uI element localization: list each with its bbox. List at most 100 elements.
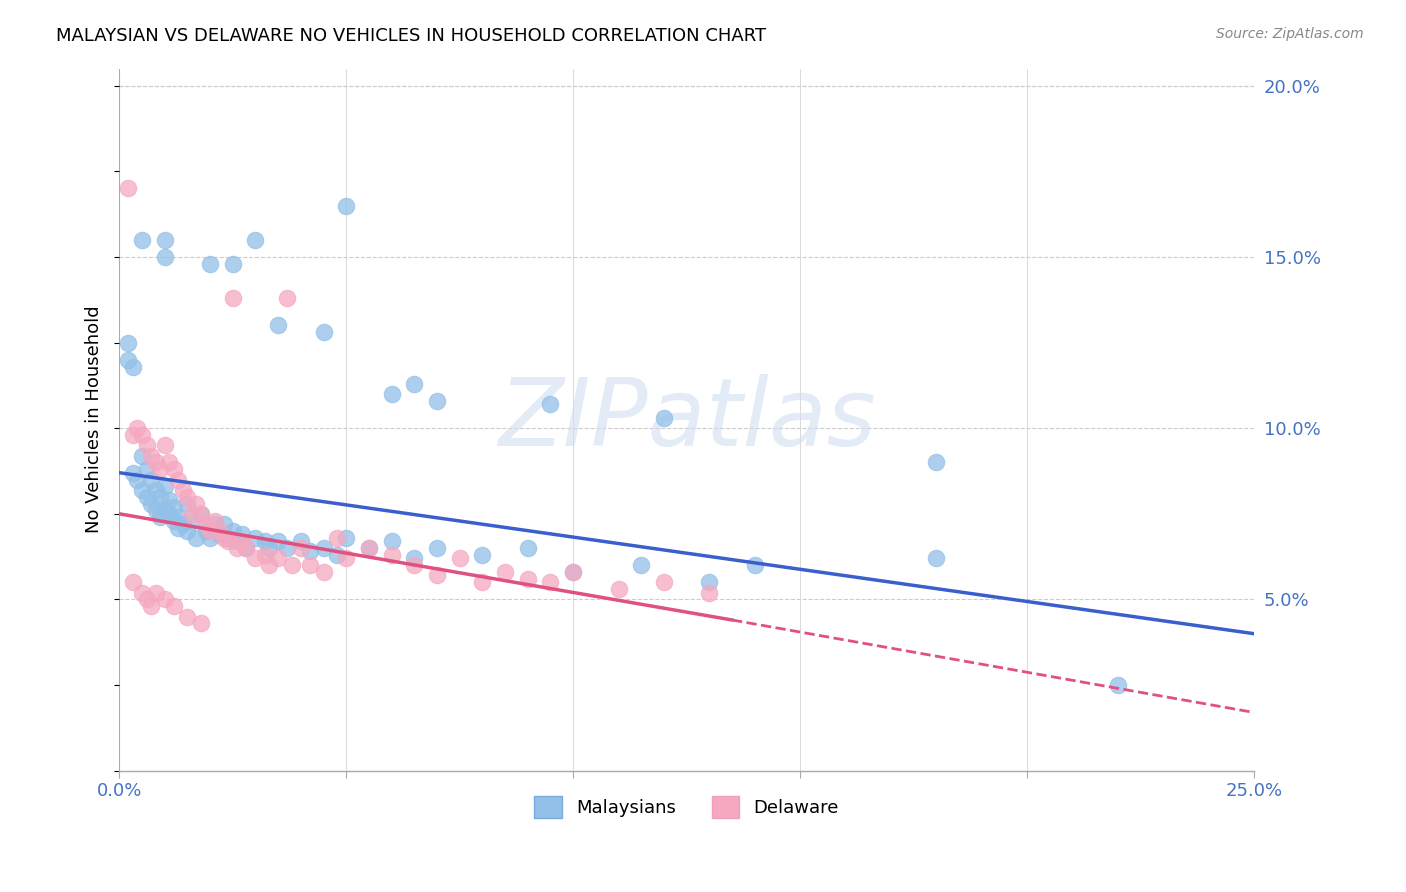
Point	[697, 575, 720, 590]
Text: Source: ZipAtlas.com: Source: ZipAtlas.com	[1216, 27, 1364, 41]
Point	[326, 531, 349, 545]
Point	[697, 585, 720, 599]
Point	[204, 514, 226, 528]
Point	[245, 531, 267, 545]
Point	[157, 455, 180, 469]
Point	[267, 551, 290, 566]
Point	[190, 507, 212, 521]
Point	[281, 558, 304, 573]
Point	[630, 558, 652, 573]
Point	[516, 572, 538, 586]
Point	[222, 524, 245, 538]
Point	[925, 455, 948, 469]
Point	[135, 438, 157, 452]
Point	[257, 541, 280, 555]
Point	[335, 198, 357, 212]
Point	[381, 534, 404, 549]
Point	[471, 575, 494, 590]
Point	[157, 493, 180, 508]
Point	[925, 551, 948, 566]
Point	[145, 455, 167, 469]
Point	[381, 387, 404, 401]
Point	[190, 616, 212, 631]
Point	[208, 527, 231, 541]
Point	[153, 438, 176, 452]
Point	[298, 558, 321, 573]
Point	[167, 473, 190, 487]
Point	[186, 496, 208, 510]
Point	[153, 250, 176, 264]
Point	[153, 233, 176, 247]
Point	[257, 558, 280, 573]
Point	[326, 548, 349, 562]
Point	[276, 291, 298, 305]
Point	[426, 541, 449, 555]
Point	[194, 524, 217, 538]
Point	[157, 507, 180, 521]
Point	[276, 541, 298, 555]
Point	[149, 510, 172, 524]
Point	[607, 582, 630, 596]
Point	[194, 517, 217, 532]
Point	[163, 599, 186, 614]
Point	[231, 527, 253, 541]
Point	[153, 503, 176, 517]
Point	[117, 335, 139, 350]
Point	[245, 551, 267, 566]
Point	[176, 496, 198, 510]
Point	[153, 592, 176, 607]
Point	[494, 565, 516, 579]
Point	[145, 483, 167, 497]
Point	[145, 585, 167, 599]
Point	[131, 483, 153, 497]
Point	[139, 449, 162, 463]
Point	[312, 325, 335, 339]
Point	[226, 534, 249, 549]
Point	[226, 541, 249, 555]
Point	[253, 548, 276, 562]
Point	[312, 541, 335, 555]
Point	[212, 531, 235, 545]
Legend: Malaysians, Delaware: Malaysians, Delaware	[527, 789, 846, 825]
Point	[135, 462, 157, 476]
Point	[290, 534, 312, 549]
Point	[127, 421, 149, 435]
Point	[176, 524, 198, 538]
Point	[540, 575, 562, 590]
Point	[335, 531, 357, 545]
Point	[122, 466, 145, 480]
Point	[267, 534, 290, 549]
Text: ZIPatlas: ZIPatlas	[498, 374, 876, 465]
Point	[222, 291, 245, 305]
Point	[245, 233, 267, 247]
Point	[172, 517, 194, 532]
Point	[180, 514, 202, 528]
Point	[172, 483, 194, 497]
Point	[117, 181, 139, 195]
Point	[180, 507, 202, 521]
Point	[204, 517, 226, 532]
Point	[131, 233, 153, 247]
Point	[122, 428, 145, 442]
Point	[312, 565, 335, 579]
Point	[153, 479, 176, 493]
Point	[131, 428, 153, 442]
Point	[231, 534, 253, 549]
Point	[381, 548, 404, 562]
Point	[131, 449, 153, 463]
Point	[357, 541, 380, 555]
Point	[217, 534, 239, 549]
Point	[267, 318, 290, 333]
Point	[198, 531, 221, 545]
Point	[122, 575, 145, 590]
Point	[117, 352, 139, 367]
Point	[135, 592, 157, 607]
Point	[149, 490, 172, 504]
Point	[167, 510, 190, 524]
Point	[145, 503, 167, 517]
Point	[357, 541, 380, 555]
Point	[290, 541, 312, 555]
Point	[190, 507, 212, 521]
Point	[426, 568, 449, 582]
Point	[217, 531, 239, 545]
